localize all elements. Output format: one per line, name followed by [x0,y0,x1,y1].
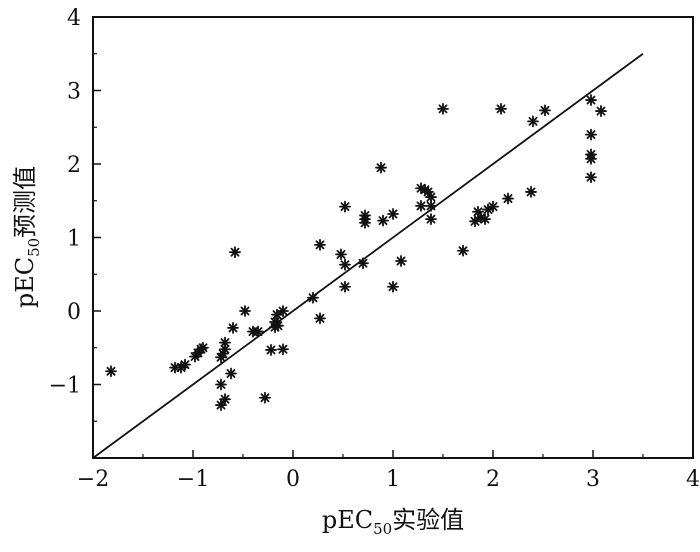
data-point [357,257,369,270]
data-point [314,238,326,251]
data-point [585,171,597,184]
data-point [495,102,507,115]
data-point [539,104,551,117]
data-point [105,365,117,378]
x-tick-label: 1 [386,467,400,492]
data-point [479,213,491,226]
data-point [387,280,399,293]
data-point [487,200,499,213]
x-tick-label: −2 [77,467,109,492]
data-point [585,152,597,165]
data-point [415,199,427,212]
data-point [585,94,597,106]
data-point [252,325,264,338]
data-point [335,248,347,261]
data-point [197,341,209,354]
y-axis-title: pEC50预测值 [11,166,43,308]
data-points [105,94,607,411]
data-point [339,258,351,271]
data-point [375,161,387,174]
data-point [387,208,399,220]
axis-ticks [92,16,694,458]
data-point [272,319,284,332]
data-point [239,305,251,317]
data-point [437,102,449,115]
data-point [229,246,241,259]
data-point [595,105,607,117]
data-point [265,344,277,356]
data-point [359,216,371,229]
data-point [377,214,389,227]
x-axis-title: pEC50实验值 [322,506,464,538]
data-point [277,305,289,317]
x-tick-label: −1 [177,467,209,492]
tick-labels: −2 −1 0 1 2 3 4 −1 0 1 2 3 4 [49,6,700,492]
regression-line [92,53,644,459]
y-tick-label: 3 [67,80,81,105]
data-point [307,291,319,304]
data-point [227,322,239,334]
x-tick-label: 2 [486,467,500,492]
data-point [219,393,231,406]
x-tick-label: 4 [686,467,700,492]
data-point [215,399,227,411]
data-point [457,244,469,257]
data-point [525,186,537,198]
y-tick-label: 4 [67,6,81,31]
data-point [395,255,407,267]
data-point [179,358,191,371]
data-point [314,312,326,325]
x-tick-label: 0 [286,467,300,492]
data-point [469,215,481,228]
data-point [502,192,514,205]
y-tick-label: 0 [67,300,81,325]
data-point [339,280,351,293]
data-point [585,128,597,141]
data-point [225,367,237,380]
data-point [339,200,351,213]
data-point [219,336,231,349]
data-point [425,199,437,212]
y-tick-label: −1 [49,374,81,399]
data-point [527,115,539,128]
data-point [259,391,271,404]
y-tick-label: 2 [67,153,81,178]
x-tick-label: 3 [586,467,600,492]
data-point [215,378,227,391]
data-point [277,343,289,356]
data-point [425,213,437,226]
data-point [219,343,231,356]
y-tick-label: 1 [67,227,81,252]
